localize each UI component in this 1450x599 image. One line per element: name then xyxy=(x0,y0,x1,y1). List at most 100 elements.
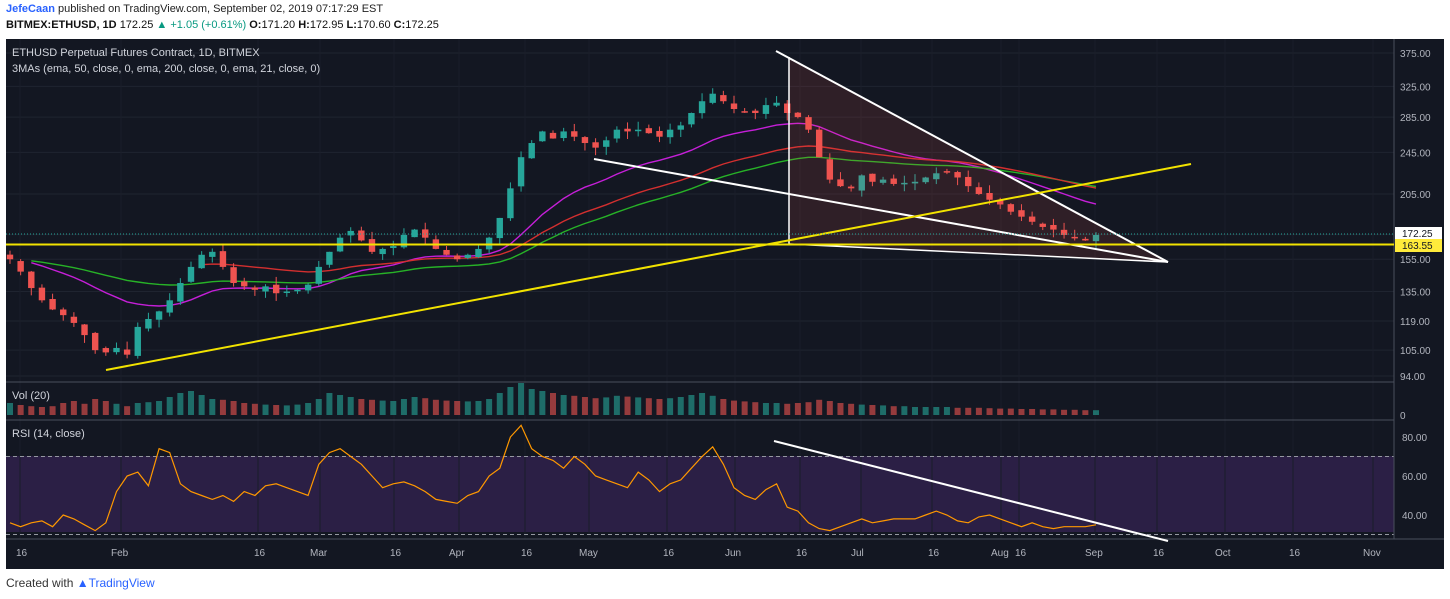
ascending-trend-line[interactable] xyxy=(105,163,1192,371)
descending-resistance-line[interactable] xyxy=(775,50,1169,263)
candle-body[interactable] xyxy=(6,254,14,260)
candle-body[interactable] xyxy=(251,287,259,290)
candle-body[interactable] xyxy=(102,348,110,353)
candle-body[interactable] xyxy=(443,249,450,255)
candle-body[interactable] xyxy=(166,300,173,313)
candle-body[interactable] xyxy=(869,173,876,182)
ma-legend[interactable]: 3MAs (ema, 50, close, 0, ema, 200, close… xyxy=(12,63,320,75)
candle-body[interactable] xyxy=(954,172,961,178)
candle-body[interactable] xyxy=(752,110,759,114)
candle-body[interactable] xyxy=(1071,236,1078,239)
candle-body[interactable] xyxy=(549,132,557,139)
candle-body[interactable] xyxy=(922,177,929,183)
candle-body[interactable] xyxy=(794,112,802,118)
candle-body[interactable] xyxy=(81,324,88,336)
candle-body[interactable] xyxy=(911,181,919,184)
candle-body[interactable] xyxy=(155,311,163,320)
candle-body[interactable] xyxy=(60,309,67,316)
candle-body[interactable] xyxy=(1018,210,1025,217)
rsi-trend-line[interactable] xyxy=(773,440,1169,542)
candle-body[interactable] xyxy=(762,105,770,114)
candle-body[interactable] xyxy=(677,125,684,130)
candle-body[interactable] xyxy=(837,179,844,187)
candle-body[interactable] xyxy=(666,129,674,138)
candle-body[interactable] xyxy=(624,128,631,132)
rsi-line[interactable] xyxy=(9,424,1097,532)
candle-body[interactable] xyxy=(826,159,834,180)
candle-body[interactable] xyxy=(315,266,322,284)
candle-body[interactable] xyxy=(996,200,1004,205)
candle-body[interactable] xyxy=(847,186,855,189)
candle-body[interactable] xyxy=(38,287,46,301)
candle-body[interactable] xyxy=(400,234,408,248)
ema-200-line[interactable] xyxy=(201,145,1097,273)
rsi-legend[interactable]: RSI (14, close) xyxy=(12,428,85,440)
candle-body[interactable] xyxy=(49,298,56,310)
candle-body[interactable] xyxy=(592,142,599,148)
candle-body[interactable] xyxy=(1007,204,1015,212)
candle-body[interactable] xyxy=(347,230,354,236)
candle-body[interactable] xyxy=(422,229,429,238)
candle-body[interactable] xyxy=(1060,229,1068,235)
tradingview-brand[interactable]: TradingView xyxy=(88,576,155,590)
candle-body[interactable] xyxy=(943,171,951,173)
tradingview-logo-icon[interactable]: ▲ xyxy=(76,576,89,590)
candle-body[interactable] xyxy=(986,193,993,200)
candle-body[interactable] xyxy=(411,229,418,238)
candle-body[interactable] xyxy=(17,261,24,272)
candle-body[interactable] xyxy=(815,129,823,158)
candle-body[interactable] xyxy=(720,95,727,102)
candle-body[interactable] xyxy=(698,101,706,114)
candle-body[interactable] xyxy=(517,157,525,187)
candle-body[interactable] xyxy=(198,254,205,269)
ema-50-line[interactable] xyxy=(31,156,1097,286)
candle-body[interactable] xyxy=(507,188,514,219)
triangle-base-line[interactable] xyxy=(788,243,1169,263)
candle-body[interactable] xyxy=(1050,224,1057,230)
candle-body[interactable] xyxy=(709,93,716,103)
candle-body[interactable] xyxy=(241,281,248,287)
candle-body[interactable] xyxy=(379,248,386,255)
candle-body[interactable] xyxy=(890,178,897,184)
candle-body[interactable] xyxy=(581,137,589,144)
candle-body[interactable] xyxy=(560,131,567,139)
candle-body[interactable] xyxy=(272,284,280,294)
price-chart[interactable]: 375.00 325.00 285.00 245.00 205.00 155.00 135.… xyxy=(6,39,1444,569)
candle-body[interactable] xyxy=(464,254,472,258)
candle-body[interactable] xyxy=(187,266,195,282)
candle-body[interactable] xyxy=(145,318,152,329)
candle-body[interactable] xyxy=(304,284,312,291)
candle-body[interactable] xyxy=(326,251,333,265)
candle-body[interactable] xyxy=(70,316,78,323)
author-link[interactable]: JefeCaan xyxy=(6,3,55,15)
candle-body[interactable] xyxy=(113,347,120,353)
candle-body[interactable] xyxy=(634,129,642,132)
candle-body[interactable] xyxy=(933,173,940,180)
candle-body[interactable] xyxy=(571,131,578,137)
candle-body[interactable] xyxy=(688,113,695,125)
candle-body[interactable] xyxy=(496,217,503,239)
candle-body[interactable] xyxy=(539,131,546,142)
candle-body[interactable] xyxy=(123,349,131,355)
candle-body[interactable] xyxy=(1039,223,1046,227)
candle-body[interactable] xyxy=(283,291,291,293)
candle-body[interactable] xyxy=(528,143,535,159)
candle-body[interactable] xyxy=(784,103,791,114)
candle-body[interactable] xyxy=(1092,234,1100,242)
volume-legend[interactable]: Vol (20) xyxy=(12,390,50,402)
candle-body[interactable] xyxy=(1028,216,1036,222)
candle-body[interactable] xyxy=(879,179,887,183)
ema-21-line[interactable] xyxy=(31,122,1097,307)
candle-body[interactable] xyxy=(262,286,269,292)
candle-body[interactable] xyxy=(177,283,184,302)
candle-body[interactable] xyxy=(805,117,812,130)
candle-body[interactable] xyxy=(294,289,301,292)
candle-body[interactable] xyxy=(975,187,983,194)
candle-body[interactable] xyxy=(134,326,141,356)
candle-body[interactable] xyxy=(91,332,99,351)
candle-body[interactable] xyxy=(390,246,397,249)
candle-body[interactable] xyxy=(603,140,610,147)
candle-body[interactable] xyxy=(28,271,35,289)
candle-body[interactable] xyxy=(1082,238,1089,241)
candle-body[interactable] xyxy=(858,175,865,191)
